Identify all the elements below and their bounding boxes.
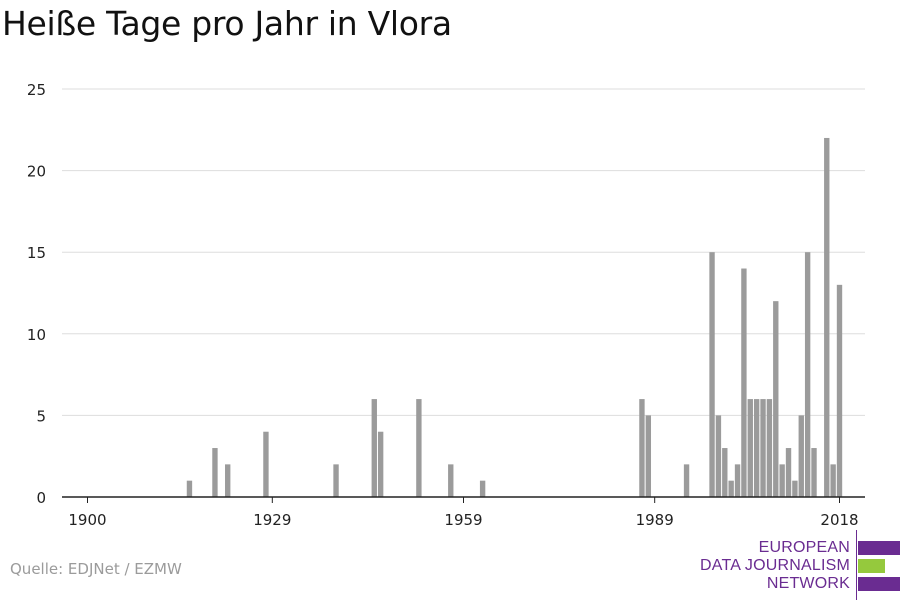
bar: [448, 464, 454, 497]
bar: [371, 399, 377, 497]
bar: [683, 464, 690, 497]
y-tick-label: 5: [36, 407, 46, 425]
source-note: Quelle: EDJNet / EZMW: [10, 560, 182, 578]
y-tick-label: 20: [27, 163, 46, 181]
bar: [416, 399, 422, 497]
bar: [753, 399, 760, 497]
x-tick-label: 1900: [68, 511, 106, 529]
bar: [741, 268, 747, 497]
bar: [798, 415, 804, 497]
x-tick-label: 2018: [820, 511, 858, 529]
bar: [333, 464, 339, 497]
chart-title: Heiße Tage pro Jahr in Vlora: [2, 4, 452, 43]
logo-line-2: DATA JOURNALISM: [700, 557, 850, 574]
edjnet-logo: EUROPEAN DATA JOURNALISM NETWORK: [700, 530, 900, 600]
bars: [186, 137, 843, 497]
bar: [773, 301, 779, 497]
x-tick-label: 1929: [253, 511, 291, 529]
bar: [479, 480, 486, 497]
bar: [824, 137, 830, 497]
y-tick-label: 10: [27, 326, 46, 344]
bar: [645, 415, 652, 497]
bar: [766, 399, 773, 497]
bar: [760, 399, 766, 497]
x-tick-label: 1959: [444, 511, 482, 529]
logo-bar-3: [858, 577, 900, 591]
bar: [830, 464, 836, 497]
bar: [709, 252, 715, 497]
bar: [804, 252, 811, 497]
bar: [212, 448, 218, 497]
y-tick-label: 0: [36, 489, 46, 507]
bar-chart: 0 5 10 15 20 25 1900 1929 1959 1989 2018: [27, 81, 865, 529]
bar: [186, 480, 193, 497]
y-tick-label: 15: [27, 244, 46, 262]
bar: [836, 284, 843, 497]
bar: [722, 448, 728, 497]
axes: 0 5 10 15 20 25 1900 1929 1959 1989 2018: [27, 81, 865, 529]
x-tick-label: 1989: [636, 511, 674, 529]
y-tick-label: 25: [27, 81, 46, 99]
logo-bar-2: [858, 559, 885, 573]
grid-lines: [62, 88, 865, 416]
bar: [263, 431, 269, 497]
bar: [639, 399, 645, 497]
bar: [377, 431, 384, 497]
bar: [734, 464, 741, 497]
logo-line-3: NETWORK: [766, 575, 850, 592]
bar: [792, 480, 798, 497]
bar: [715, 415, 722, 497]
logo-line-1: EUROPEAN: [758, 539, 850, 556]
logo-bar-1: [858, 541, 900, 555]
bar: [747, 399, 753, 497]
bar: [728, 480, 734, 497]
bar: [811, 448, 817, 497]
bar: [785, 448, 792, 497]
bar: [225, 464, 231, 497]
logo-divider: [856, 530, 857, 600]
bar: [779, 464, 785, 497]
